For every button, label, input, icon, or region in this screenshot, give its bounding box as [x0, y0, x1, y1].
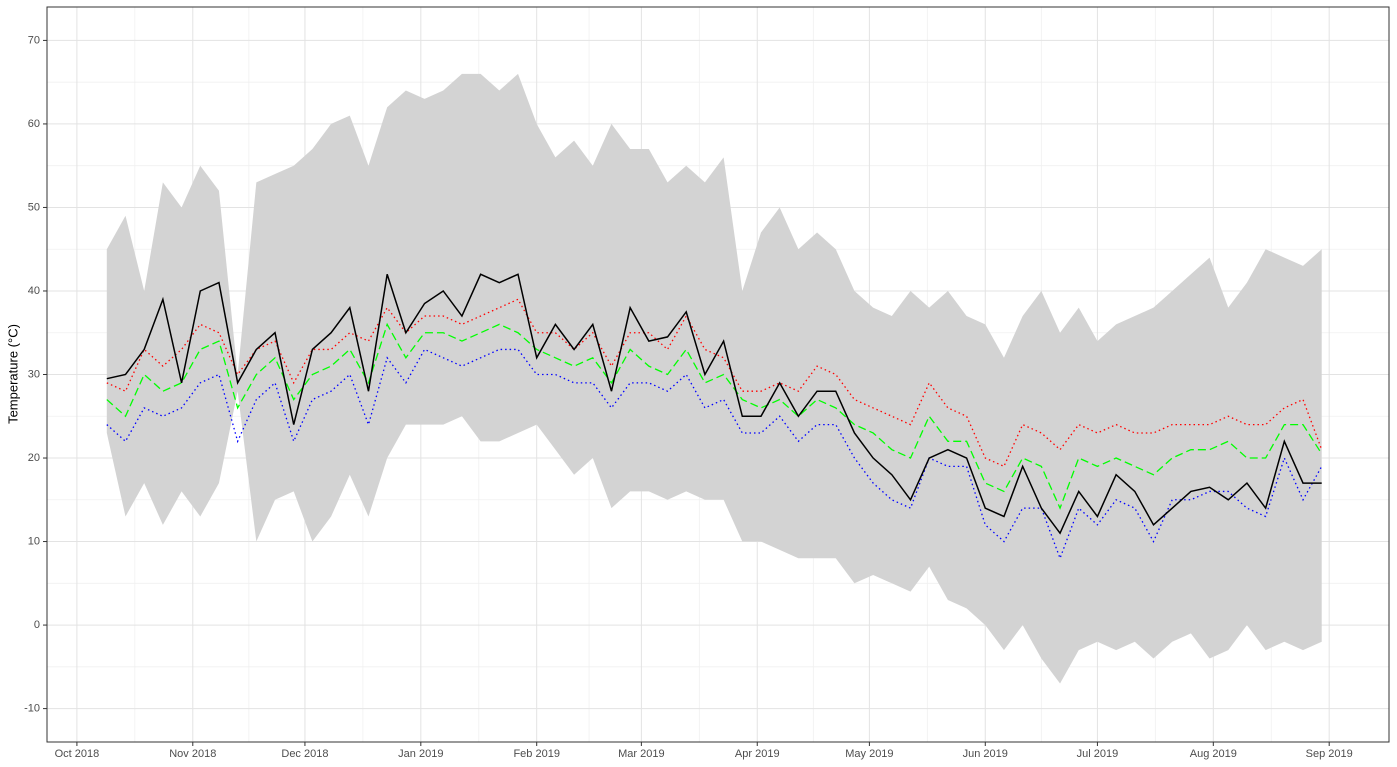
y-tick-label: 20 — [28, 452, 40, 464]
y-tick-label: 40 — [28, 285, 40, 297]
y-tick-label: 0 — [34, 619, 40, 631]
panel-border — [46, 6, 1390, 743]
y-tick-label: 30 — [28, 368, 40, 380]
series-line — [106, 273, 1322, 535]
y-tick-label: 70 — [28, 34, 40, 46]
x-tick-label: Apr 2019 — [735, 748, 780, 760]
x-tick-label: Feb 2019 — [513, 748, 559, 760]
series-line — [106, 322, 1323, 510]
y-tick-label: 10 — [28, 535, 40, 547]
series-line — [106, 298, 1323, 468]
x-tick-label: Oct 2018 — [55, 748, 100, 760]
x-tick-label: Jun 2019 — [963, 748, 1008, 760]
x-tick-label: Dec 2018 — [281, 748, 328, 760]
range-band — [106, 73, 1322, 684]
y-tick-label: 60 — [28, 118, 40, 130]
y-tick-label: -10 — [24, 702, 40, 714]
x-tick-label: May 2019 — [845, 748, 893, 760]
y-tick-label: 50 — [28, 201, 40, 213]
x-tick-label: Aug 2019 — [1190, 748, 1237, 760]
x-tick-label: Sep 2019 — [1306, 748, 1353, 760]
y-axis-label: Temperature (°C) — [5, 324, 20, 424]
x-tick-label: Jul 2019 — [1077, 748, 1119, 760]
x-tick-label: Jan 2019 — [398, 748, 443, 760]
x-tick-label: Nov 2018 — [169, 748, 216, 760]
x-tick-label: Mar 2019 — [618, 748, 664, 760]
